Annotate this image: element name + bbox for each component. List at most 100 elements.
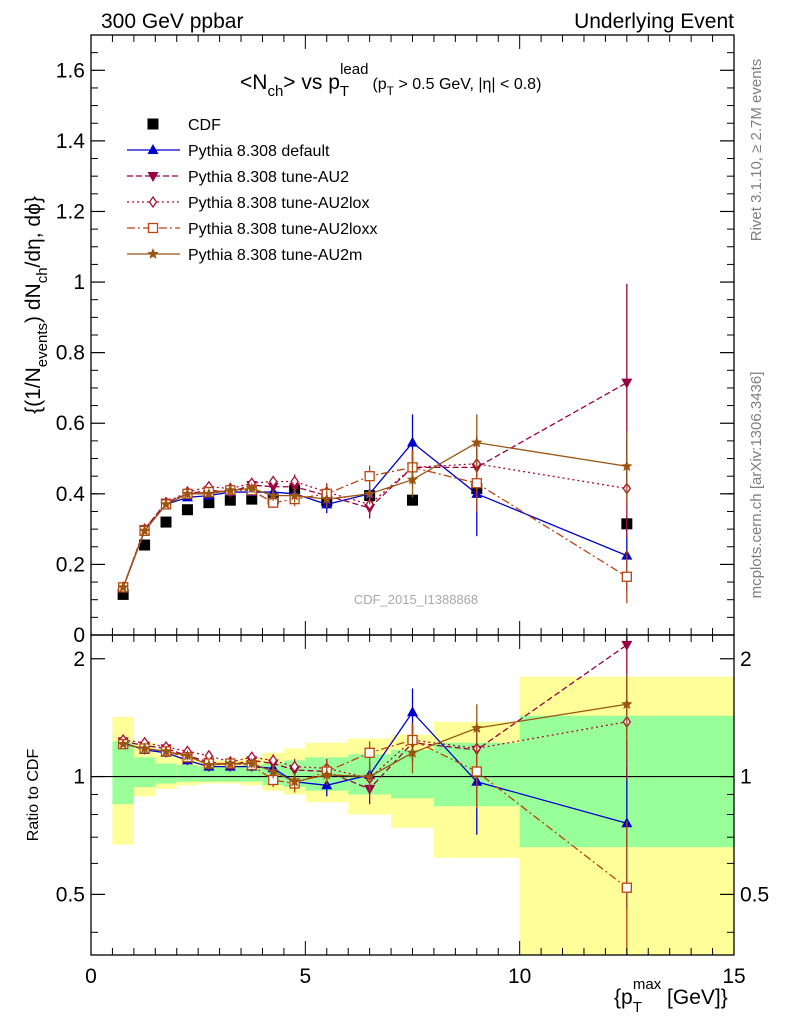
main-series-au2	[117, 283, 633, 594]
main-point-cdf	[181, 504, 193, 516]
legend-item-cdf: CDF	[147, 117, 221, 134]
main-series-default	[117, 414, 633, 592]
main-point-au2m	[621, 460, 633, 472]
legend-item-au2m: Pythia 8.308 tune-AU2m	[127, 247, 362, 264]
main-point-au2lox	[268, 475, 278, 488]
x-axis-label: {pTmax [GeV]}	[614, 976, 728, 1016]
main-title-pre: <N	[240, 71, 267, 94]
legend-label-au2: Pythia 8.308 tune-AU2	[188, 169, 349, 186]
main-title-cut-pre: (p	[372, 76, 386, 93]
ratio-band-green	[241, 765, 263, 782]
legend-marker-cdf	[147, 118, 159, 130]
ratio-point-au2m	[288, 775, 301, 787]
legend-marker-au2	[147, 172, 159, 182]
main-line-au2loxx	[122, 466, 628, 588]
main-y-axis-label: {(1/Nevents) dNch/dη, dϕ}	[22, 196, 51, 414]
main-series-au2m	[117, 414, 633, 593]
ratio-y-tick-label-right: 1	[740, 766, 752, 789]
main-point-au2m	[321, 493, 333, 504]
ratio-point-au2loxx	[471, 766, 482, 777]
ylabel-sub1: events	[34, 323, 51, 367]
legend-marker-au2m	[147, 248, 159, 259]
ratio-point-default	[407, 706, 418, 717]
main-point-au2m	[267, 489, 279, 501]
main-y-tick-label: 0.4	[56, 483, 86, 506]
ratio-point-au2m	[181, 749, 194, 761]
main-point-au2m	[181, 487, 194, 499]
ratio-series-au2m	[117, 673, 633, 791]
ratio-point-au2loxx	[364, 747, 375, 758]
main-point-cdf	[246, 493, 258, 505]
legend-label-au2m: Pythia 8.308 tune-AU2m	[188, 247, 362, 264]
ylabel-sub2: ch	[34, 267, 51, 283]
main-series-au2lox	[118, 435, 632, 594]
main-line-default	[122, 441, 628, 588]
main-point-au2m	[246, 482, 258, 494]
ratio-panel: 0.5 0.5 1 1 2 2 0 5 10 15	[56, 634, 769, 988]
legend: CDF Pythia 8.308 default Pythia 8.308 tune…	[127, 117, 377, 264]
x-tick-label: 5	[299, 965, 311, 988]
mcplots-side-label: mcplots.cern.ch [arXiv:1306.3436]	[748, 372, 765, 599]
main-y-tick-label: 1	[73, 271, 85, 294]
legend-item-au2: Pythia 8.308 tune-AU2	[127, 169, 349, 186]
ylabel-part2: ) dN	[22, 283, 45, 323]
main-title-sub1: ch	[267, 83, 283, 100]
main-y-tick-label-zero: 0	[73, 624, 85, 647]
main-series-cdf	[117, 483, 633, 600]
ratio-line-au2loxx	[123, 739, 628, 889]
xlabel-pre: {p	[614, 986, 633, 1009]
ratio-line-au2m	[123, 703, 627, 783]
main-y-tick-label: 0.2	[56, 553, 85, 576]
xlabel-post: [GeV]}	[661, 986, 728, 1009]
ratio-point-au2m	[160, 745, 172, 757]
main-point-au2m	[406, 473, 419, 485]
ratio-y-tick-label: 2	[73, 648, 85, 671]
main-point-au2	[621, 378, 633, 389]
legend-label-au2loxx: Pythia 8.308 tune-AU2loxx	[188, 221, 377, 238]
ratio-y-tick-label: 1	[73, 766, 85, 789]
ratio-point-au2m	[321, 768, 333, 780]
ratio-band-green	[155, 763, 177, 784]
main-point-cdf	[224, 494, 236, 506]
ylabel-part3: /dη, dϕ}	[22, 196, 45, 267]
main-point-au2loxx	[471, 478, 482, 489]
main-point-au2m	[471, 436, 483, 448]
header-left-label: 300 GeV ppbar	[101, 10, 243, 33]
header-right-label: Underlying Event	[574, 10, 734, 33]
main-line-au2	[122, 382, 628, 588]
ratio-y-axis-label: Ratio to CDF	[25, 749, 42, 842]
main-point-cdf	[139, 539, 151, 551]
ratio-point-au2lox	[290, 760, 299, 773]
ylabel-part1: {(1/N	[22, 367, 45, 414]
legend-marker-au2loxx	[147, 222, 159, 234]
main-point-au2loxx	[364, 471, 375, 482]
ratio-axis-ticks: 0.5 0.5 1 1 2 2 0 5 10 15	[56, 635, 769, 988]
main-y-tick-label: 1.4	[56, 130, 86, 153]
main-title-mid: > vs p	[283, 71, 340, 94]
main-point-au2lox	[290, 475, 299, 488]
main-panel: 0.2 0.4 0.6 0.8 1 1.2 1.4 1.6 0	[56, 34, 735, 647]
x-tick-label: 10	[508, 965, 531, 988]
main-point-cdf	[160, 516, 172, 528]
main-title: <Nch> vs pTlead(pT > 0.5 GeV, |η| < 0.8)	[240, 61, 541, 100]
main-point-cdf	[203, 497, 215, 509]
ratio-plot-area	[117, 635, 633, 955]
ratio-point-au2loxx	[621, 882, 632, 893]
main-point-cdf	[407, 494, 418, 506]
main-axis-ticks: 0.2 0.4 0.6 0.8 1 1.2 1.4 1.6 0	[56, 35, 735, 647]
ratio-band-green	[112, 741, 134, 805]
main-y-tick-label: 1.6	[56, 59, 85, 82]
main-line-au2m	[122, 441, 627, 588]
main-y-tick-label: 0.8	[56, 342, 85, 365]
main-point-default	[407, 436, 418, 447]
x-tick-label: 15	[722, 965, 745, 988]
ratio-point-au2m	[471, 722, 483, 733]
main-title-sup2: lead	[340, 61, 368, 78]
main-title-sub2: T	[340, 83, 349, 100]
main-point-au2loxx	[621, 571, 632, 582]
legend-item-au2loxx: Pythia 8.308 tune-AU2loxx	[127, 221, 377, 238]
legend-item-default: Pythia 8.308 default	[127, 143, 330, 160]
ratio-y-tick-label: 0.5	[56, 883, 85, 906]
ratio-point-au2m	[224, 757, 237, 769]
